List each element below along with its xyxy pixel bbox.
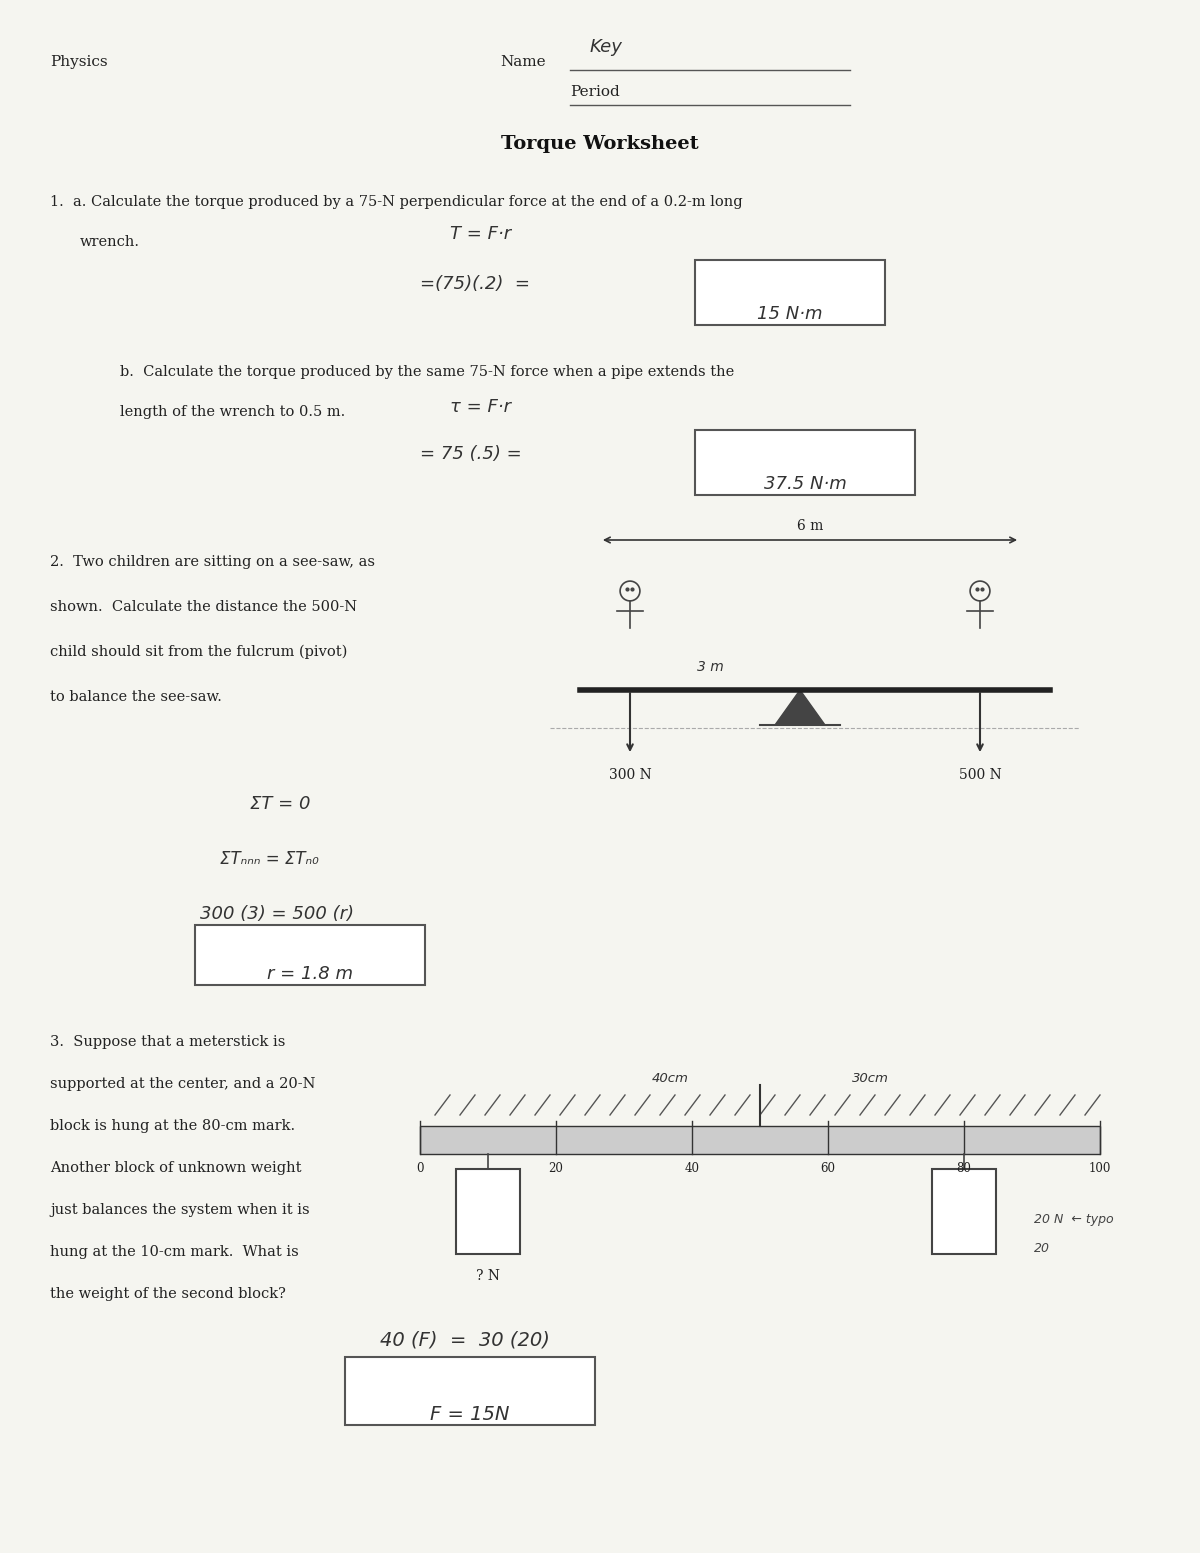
Text: 6 m: 6 m xyxy=(797,519,823,533)
Text: supported at the center, and a 20-N: supported at the center, and a 20-N xyxy=(50,1076,316,1092)
Text: 3 m: 3 m xyxy=(697,660,724,674)
Text: Physics: Physics xyxy=(50,54,108,68)
Text: 40cm: 40cm xyxy=(652,1072,689,1086)
FancyBboxPatch shape xyxy=(695,259,886,325)
Text: 3.  Suppose that a meterstick is: 3. Suppose that a meterstick is xyxy=(50,1034,286,1048)
Text: length of the wrench to 0.5 m.: length of the wrench to 0.5 m. xyxy=(120,405,346,419)
Bar xyxy=(456,1169,520,1253)
Text: T = F·r: T = F·r xyxy=(450,225,511,242)
Text: Torque Worksheet: Torque Worksheet xyxy=(502,135,698,154)
Text: 300 N: 300 N xyxy=(608,769,652,783)
Text: 300 (3) = 500 (r): 300 (3) = 500 (r) xyxy=(200,905,354,922)
Text: 500 N: 500 N xyxy=(959,769,1001,783)
Text: τ = F·r: τ = F·r xyxy=(450,398,511,416)
Text: child should sit from the fulcrum (pivot): child should sit from the fulcrum (pivot… xyxy=(50,644,347,660)
Text: = 75 (.5) =: = 75 (.5) = xyxy=(420,446,522,463)
Bar xyxy=(932,1169,996,1253)
Text: b.  Calculate the torque produced by the same 75-N force when a pipe extends the: b. Calculate the torque produced by the … xyxy=(120,365,734,379)
Bar xyxy=(420,1126,1100,1154)
FancyBboxPatch shape xyxy=(194,926,425,985)
Text: to balance the see-saw.: to balance the see-saw. xyxy=(50,690,222,704)
Text: 40 (F)  =  30 (20): 40 (F) = 30 (20) xyxy=(380,1329,550,1350)
Text: Key: Key xyxy=(590,37,623,56)
Text: 80: 80 xyxy=(956,1162,972,1176)
Text: the weight of the second block?: the weight of the second block? xyxy=(50,1287,286,1301)
Text: F = 15N: F = 15N xyxy=(431,1405,510,1424)
Text: r = 1.8 m: r = 1.8 m xyxy=(266,964,353,983)
Text: 100: 100 xyxy=(1088,1162,1111,1176)
Polygon shape xyxy=(775,690,826,725)
Text: 15 N·m: 15 N·m xyxy=(757,304,823,323)
Text: ΣTₙₙₙ = ΣTₙ₀: ΣTₙₙₙ = ΣTₙ₀ xyxy=(220,849,319,868)
Text: 60: 60 xyxy=(821,1162,835,1176)
Text: Name: Name xyxy=(500,54,546,68)
Text: 0: 0 xyxy=(416,1162,424,1176)
Text: 1.  a. Calculate the torque produced by a 75-N perpendicular force at the end of: 1. a. Calculate the torque produced by a… xyxy=(50,196,743,210)
FancyBboxPatch shape xyxy=(695,430,916,495)
Text: wrench.: wrench. xyxy=(80,235,140,248)
FancyBboxPatch shape xyxy=(346,1357,595,1426)
Text: hung at the 10-cm mark.  What is: hung at the 10-cm mark. What is xyxy=(50,1246,299,1259)
Text: 20: 20 xyxy=(548,1162,564,1176)
Text: ? N: ? N xyxy=(476,1269,500,1283)
Text: block is hung at the 80-cm mark.: block is hung at the 80-cm mark. xyxy=(50,1120,295,1134)
Text: 30cm: 30cm xyxy=(852,1072,888,1086)
Text: 37.5 N·m: 37.5 N·m xyxy=(763,475,846,492)
Text: ΣT = 0: ΣT = 0 xyxy=(250,795,311,814)
Text: just balances the system when it is: just balances the system when it is xyxy=(50,1204,310,1218)
Text: 2.  Two children are sitting on a see-saw, as: 2. Two children are sitting on a see-saw… xyxy=(50,554,374,568)
Text: Period: Period xyxy=(570,85,619,99)
Text: shown.  Calculate the distance the 500-N: shown. Calculate the distance the 500-N xyxy=(50,599,358,613)
Text: 20: 20 xyxy=(1034,1242,1050,1255)
Text: 20 N  ← typo: 20 N ← typo xyxy=(1034,1213,1114,1225)
Text: =(75)(.2)  =: =(75)(.2) = xyxy=(420,275,530,294)
Text: Another block of unknown weight: Another block of unknown weight xyxy=(50,1162,301,1176)
Text: 40: 40 xyxy=(684,1162,700,1176)
